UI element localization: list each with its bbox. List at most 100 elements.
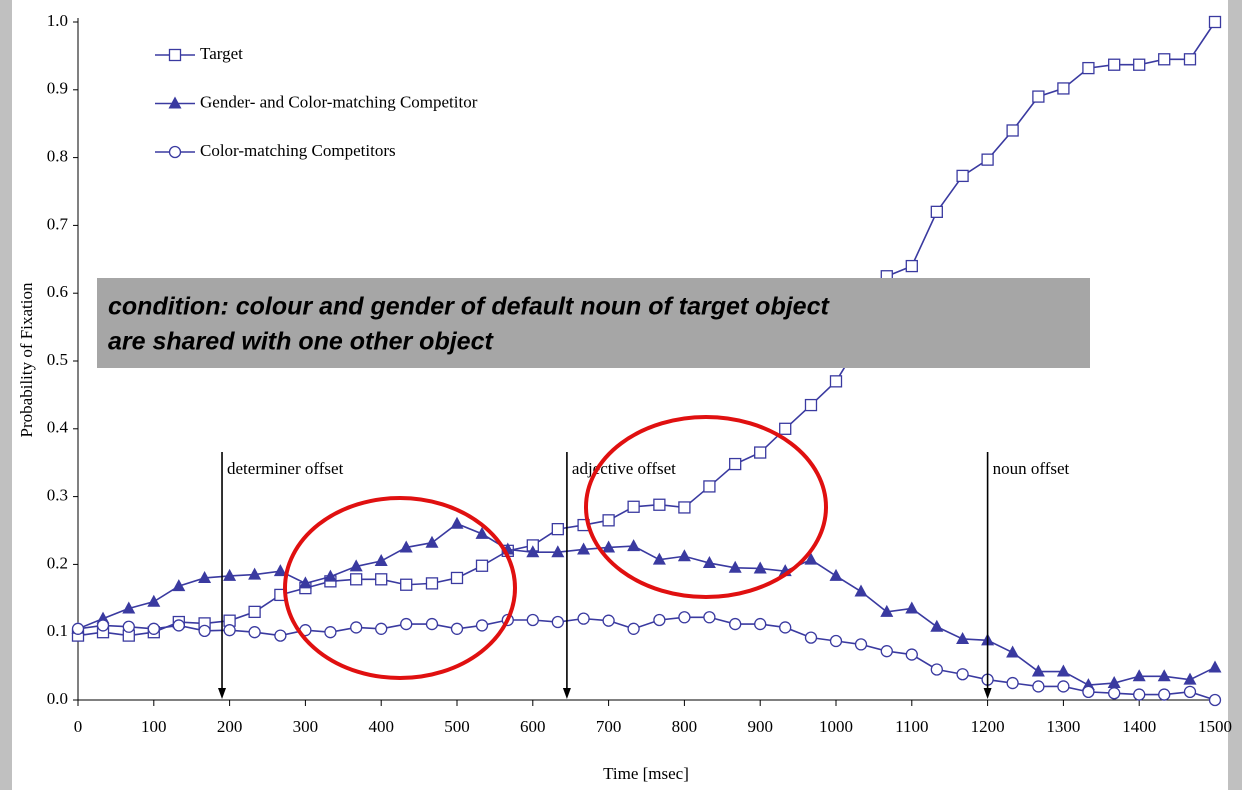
y-axis-label: Probability of Fixation	[17, 282, 36, 437]
marker-triangle	[1183, 672, 1197, 685]
y-tick-label: 0.4	[47, 418, 69, 437]
marker-square	[905, 259, 918, 273]
y-tick-label: 0.1	[47, 621, 68, 640]
marker-triangle	[122, 601, 136, 614]
marker-triangle	[854, 584, 868, 597]
marker-circle	[324, 626, 337, 639]
marker-triangle	[930, 619, 944, 632]
highlight-ellipse	[584, 415, 828, 599]
x-tick-label: 800	[672, 717, 698, 736]
marker-circle	[526, 613, 539, 627]
marker-triangle	[602, 540, 616, 553]
marker-square	[729, 457, 742, 471]
x-tick-label: 300	[293, 717, 319, 736]
annotation-label: noun offset	[993, 459, 1070, 478]
x-tick-label: 1200	[971, 717, 1005, 736]
x-tick-label: 1500	[1198, 717, 1232, 736]
marker-circle	[375, 622, 388, 635]
marker-square	[1082, 61, 1095, 75]
marker-circle	[930, 663, 943, 676]
marker-triangle	[198, 570, 212, 583]
marker-triangle	[298, 576, 312, 589]
marker-circle	[804, 631, 818, 644]
marker-circle	[172, 619, 185, 632]
x-tick-label: 200	[217, 717, 243, 736]
marker-circle	[1183, 685, 1197, 699]
marker-circle	[122, 620, 135, 633]
x-tick-label: 600	[520, 717, 546, 736]
marker-circle	[400, 617, 413, 631]
marker-circle	[1032, 680, 1045, 693]
marker-square	[1032, 90, 1045, 103]
marker-square	[168, 48, 182, 62]
marker-circle	[350, 621, 363, 634]
marker-square	[1133, 58, 1146, 71]
arrow-head	[218, 688, 227, 699]
marker-square	[1108, 58, 1121, 71]
note-box	[97, 278, 1090, 368]
y-tick-label: 1.0	[47, 11, 68, 30]
arrow-head	[562, 688, 571, 699]
marker-circle	[729, 617, 742, 631]
x-tick-label: 700	[596, 717, 622, 736]
marker-triangle	[399, 540, 413, 553]
marker-triangle	[956, 631, 970, 644]
marker-square	[779, 422, 792, 435]
marker-square	[602, 514, 615, 527]
marker-triangle	[349, 559, 363, 572]
marker-square	[754, 446, 767, 459]
marker-triangle	[223, 568, 237, 581]
marker-circle	[223, 624, 236, 637]
marker-triangle	[374, 554, 388, 567]
marker-square	[248, 605, 261, 619]
marker-square	[350, 573, 363, 586]
marker-triangle	[627, 539, 641, 552]
highlight-ellipse	[283, 496, 517, 680]
x-tick-label: 0	[74, 717, 83, 736]
marker-triangle	[425, 535, 439, 548]
marker-circle	[96, 619, 110, 632]
series-line	[77, 616, 1216, 701]
marker-triangle	[526, 545, 540, 558]
marker-square	[703, 480, 716, 493]
marker-square	[375, 573, 388, 586]
plot-background	[12, 0, 1228, 790]
x-tick-label: 1100	[895, 717, 928, 736]
marker-triangle	[1208, 660, 1222, 673]
marker-square	[653, 498, 666, 511]
y-tick-label: 0.2	[47, 553, 68, 572]
marker-circle	[854, 638, 868, 651]
marker-triangle	[1132, 669, 1146, 682]
marker-triangle	[652, 552, 666, 565]
marker-circle	[1057, 680, 1070, 693]
marker-square	[981, 153, 994, 166]
marker-circle	[754, 617, 767, 631]
legend-label: Gender- and Color-matching Competitor	[200, 92, 478, 111]
note-text: are shared with one other object	[108, 328, 494, 356]
marker-triangle	[172, 579, 186, 592]
x-axis-label: Time [msec]	[603, 764, 689, 783]
marker-circle	[475, 619, 489, 632]
marker-square	[930, 205, 943, 218]
y-tick-label: 0.6	[47, 282, 68, 301]
marker-circle	[779, 621, 792, 634]
marker-square	[1057, 82, 1070, 95]
marker-circle	[1158, 688, 1171, 701]
x-tick-label: 1000	[819, 717, 853, 736]
marker-circle	[1108, 687, 1121, 700]
series-line	[77, 21, 1216, 637]
y-tick-label: 0.3	[47, 486, 68, 505]
marker-triangle	[248, 567, 262, 580]
marker-circle	[71, 622, 85, 635]
marker-circle	[450, 622, 464, 635]
marker-triangle	[577, 542, 591, 555]
marker-circle	[905, 648, 918, 661]
marker-triangle	[273, 564, 287, 577]
marker-square	[956, 169, 969, 183]
marker-triangle	[753, 561, 767, 574]
marker-triangle	[804, 552, 818, 565]
series-line	[77, 522, 1216, 686]
marker-triangle	[1056, 664, 1070, 677]
marker-circle	[829, 634, 843, 648]
